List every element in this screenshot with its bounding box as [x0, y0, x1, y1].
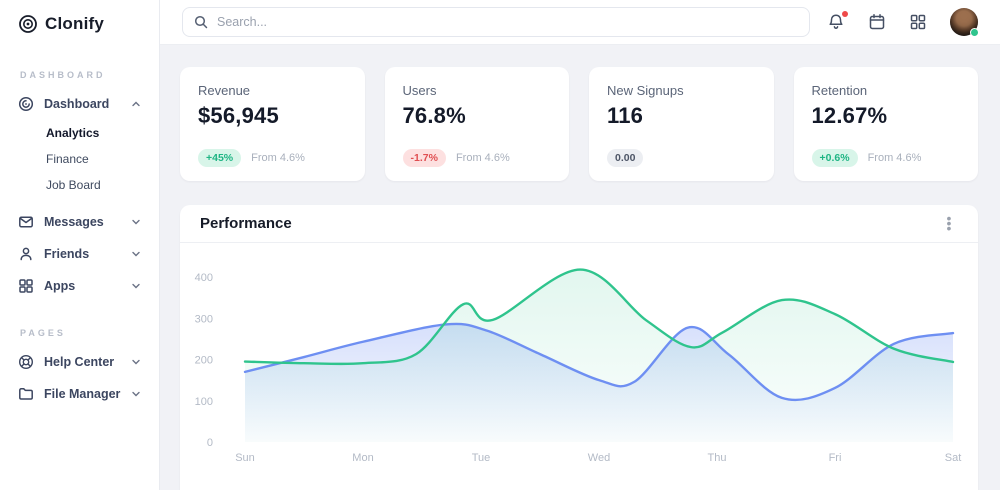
trend-badge: 0.00 — [607, 149, 644, 167]
sidebar-item-apps[interactable]: Apps — [0, 270, 159, 302]
sidebar-item-dashboard[interactable]: Dashboard — [0, 88, 159, 120]
sidebar-item-help-center[interactable]: Help Center — [0, 346, 159, 378]
chevron-down-icon — [131, 249, 141, 259]
sidebar-subitem-analytics[interactable]: Analytics — [46, 126, 100, 140]
svg-text:0: 0 — [207, 437, 213, 449]
stat-label: New Signups — [607, 83, 684, 98]
lifebuoy-icon — [18, 354, 34, 370]
chevron-up-icon — [131, 99, 141, 109]
chevron-down-icon — [131, 217, 141, 227]
svg-text:Mon: Mon — [352, 452, 373, 464]
performance-card: Performance • • • 0 100 200 300 400 Sun Mon Tue We… — [180, 205, 978, 490]
section-label-pages: PAGES — [20, 328, 66, 338]
sidebar-item-file-manager[interactable]: File Manager — [0, 378, 159, 410]
chevron-down-icon — [131, 281, 141, 291]
stat-cards: Revenue $56,945 +45% From 4.6% Users 76.… — [180, 67, 978, 181]
sidebar-item-messages[interactable]: Messages — [0, 206, 159, 238]
search-box[interactable] — [182, 7, 810, 37]
user-avatar[interactable] — [950, 8, 979, 37]
brand-name: Clonify — [45, 14, 105, 33]
online-status-dot — [970, 28, 979, 37]
stat-value: 76.8% — [402, 103, 466, 128]
svg-text:Wed: Wed — [588, 452, 610, 464]
grid-icon — [19, 279, 33, 293]
section-label-dashboard: DASHBOARD — [20, 70, 106, 80]
trend-badge: -1.7% — [402, 149, 446, 167]
chevron-down-icon — [131, 357, 141, 367]
sidebar-item-label: Friends — [44, 247, 90, 261]
user-icon — [20, 247, 32, 261]
notifications-button[interactable] — [827, 11, 848, 31]
stat-label: Retention — [811, 83, 868, 98]
topbar — [160, 0, 1000, 45]
performance-chart: 0 100 200 300 400 Sun Mon Tue Wed Thu Fri Sat — [195, 268, 962, 464]
svg-text:200: 200 — [195, 355, 213, 367]
svg-text:100: 100 — [195, 396, 213, 408]
bell-icon — [829, 14, 843, 29]
stat-card-users: Users 76.8% -1.7% From 4.6% — [384, 67, 569, 181]
trend-badge: +45% — [198, 149, 242, 167]
svg-text:400: 400 — [195, 272, 213, 284]
stat-value: 116 — [607, 103, 644, 128]
apps-grid-icon — [910, 14, 926, 30]
svg-text:Sun: Sun — [235, 452, 255, 464]
svg-text:300: 300 — [195, 313, 213, 325]
calendar-icon — [869, 14, 885, 30]
sidebar-item-label: Apps — [44, 279, 76, 293]
trend-note: From 4.6% — [867, 152, 922, 164]
card-menu-button[interactable]: • • • — [946, 210, 952, 236]
chevron-down-icon — [131, 389, 141, 399]
svg-text:Tue: Tue — [472, 452, 491, 464]
trend-note: From 4.6% — [455, 152, 510, 164]
notification-dot — [842, 11, 848, 17]
svg-text:Sat: Sat — [945, 452, 962, 464]
svg-text:Fri: Fri — [829, 452, 842, 464]
search-icon — [194, 15, 208, 29]
search-input[interactable] — [217, 15, 798, 29]
sidebar-item-label: Dashboard — [44, 97, 110, 111]
svg-text:Thu: Thu — [708, 452, 727, 464]
sidebar-item-label: Help Center — [44, 355, 115, 369]
stat-value: $56,945 — [198, 103, 279, 128]
stat-label: Users — [402, 83, 437, 98]
trend-note: From 4.6% — [251, 152, 305, 164]
stat-label: Revenue — [198, 83, 251, 98]
apps-button[interactable] — [909, 13, 927, 31]
main-content: Revenue $56,945 +45% From 4.6% Users 76.… — [180, 67, 978, 490]
sidebar-item-label: File Manager — [44, 387, 121, 401]
sidebar-item-label: Messages — [44, 215, 104, 229]
brand-logo[interactable]: Clonify — [0, 0, 159, 44]
chart-title: Performance — [200, 215, 292, 232]
disc-icon — [18, 96, 34, 112]
calendar-button[interactable] — [868, 13, 886, 31]
clonify-logo-icon — [19, 15, 37, 33]
sidebar: Clonify DASHBOARD Dashboard Analytics Fi… — [0, 0, 160, 490]
stat-card-new-signups: New Signups 116 0.00 — [589, 67, 774, 181]
sidebar-subitem-job-board[interactable]: Job Board — [46, 178, 101, 192]
sidebar-item-friends[interactable]: Friends — [0, 238, 159, 270]
stat-card-retention: Retention 12.67% +0.6% From 4.6% — [793, 67, 978, 181]
mail-icon — [19, 216, 33, 228]
sidebar-subitem-finance[interactable]: Finance — [46, 152, 89, 166]
stat-card-revenue: Revenue $56,945 +45% From 4.6% — [180, 67, 365, 181]
trend-badge: +0.6% — [811, 149, 858, 167]
folder-icon — [19, 388, 33, 400]
stat-value: 12.67% — [811, 103, 888, 128]
